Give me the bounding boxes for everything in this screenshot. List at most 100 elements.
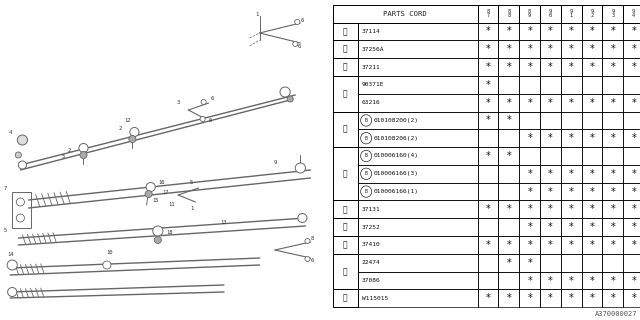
Text: 5: 5 bbox=[3, 228, 6, 233]
Bar bbox=[602, 112, 623, 129]
Bar bbox=[540, 129, 561, 147]
Bar bbox=[582, 272, 602, 289]
Text: *: * bbox=[486, 116, 490, 125]
Text: B: B bbox=[365, 136, 367, 141]
Text: ⑪: ⑪ bbox=[343, 294, 348, 303]
Text: *: * bbox=[589, 62, 595, 72]
Text: *: * bbox=[548, 169, 553, 179]
Bar bbox=[602, 23, 623, 40]
Bar bbox=[582, 165, 602, 183]
Text: *: * bbox=[506, 98, 511, 108]
Bar bbox=[333, 23, 358, 40]
Bar bbox=[561, 58, 582, 76]
Text: *: * bbox=[569, 169, 573, 179]
Text: *: * bbox=[611, 44, 615, 54]
Bar bbox=[499, 129, 519, 147]
Bar bbox=[12, 192, 31, 228]
Bar bbox=[499, 5, 519, 23]
Text: *: * bbox=[527, 27, 532, 36]
Text: ⑩: ⑩ bbox=[343, 267, 348, 276]
Text: 18: 18 bbox=[166, 230, 172, 236]
Text: *: * bbox=[611, 276, 615, 285]
Text: *: * bbox=[631, 62, 636, 72]
Text: 37252: 37252 bbox=[362, 225, 381, 230]
Text: *: * bbox=[548, 187, 553, 196]
Bar bbox=[358, 289, 477, 307]
Text: 9
3: 9 3 bbox=[611, 9, 614, 18]
Bar bbox=[358, 200, 477, 218]
Text: *: * bbox=[569, 240, 573, 250]
Circle shape bbox=[16, 198, 24, 206]
Bar bbox=[582, 76, 602, 94]
Bar bbox=[477, 147, 499, 165]
Bar bbox=[477, 272, 499, 289]
Text: 37086: 37086 bbox=[362, 278, 381, 283]
Bar bbox=[499, 272, 519, 289]
Text: *: * bbox=[569, 98, 573, 108]
Bar bbox=[561, 289, 582, 307]
Bar bbox=[602, 165, 623, 183]
Text: *: * bbox=[589, 293, 595, 303]
Text: *: * bbox=[569, 293, 573, 303]
Text: *: * bbox=[486, 98, 490, 108]
Text: *: * bbox=[611, 187, 615, 196]
Circle shape bbox=[146, 182, 156, 191]
Text: 17: 17 bbox=[163, 189, 169, 195]
Circle shape bbox=[295, 20, 300, 25]
Text: *: * bbox=[548, 240, 553, 250]
Text: *: * bbox=[631, 27, 636, 36]
Text: 15: 15 bbox=[153, 197, 159, 203]
Text: *: * bbox=[611, 240, 615, 250]
Circle shape bbox=[280, 87, 290, 97]
Bar bbox=[333, 147, 358, 200]
Text: 11: 11 bbox=[168, 203, 174, 207]
Circle shape bbox=[80, 151, 87, 158]
Text: W115015: W115015 bbox=[362, 296, 388, 301]
Text: *: * bbox=[589, 169, 595, 179]
Text: 8
8: 8 8 bbox=[508, 9, 511, 18]
Text: 37256A: 37256A bbox=[362, 47, 385, 52]
Text: 010006166(1): 010006166(1) bbox=[373, 189, 418, 194]
Bar bbox=[519, 289, 540, 307]
Bar bbox=[582, 40, 602, 58]
Bar bbox=[561, 183, 582, 200]
Bar bbox=[582, 289, 602, 307]
Text: 9
1: 9 1 bbox=[570, 9, 573, 18]
Text: *: * bbox=[486, 62, 490, 72]
Bar bbox=[519, 23, 540, 40]
Bar bbox=[477, 236, 499, 254]
Bar bbox=[499, 183, 519, 200]
Text: ③: ③ bbox=[343, 62, 348, 72]
Bar bbox=[561, 236, 582, 254]
Bar bbox=[477, 200, 499, 218]
Text: *: * bbox=[611, 169, 615, 179]
Bar bbox=[499, 289, 519, 307]
Circle shape bbox=[305, 238, 310, 244]
Bar bbox=[477, 129, 499, 147]
Text: B: B bbox=[365, 171, 367, 176]
Text: *: * bbox=[569, 204, 573, 214]
Bar bbox=[499, 94, 519, 112]
Text: 6: 6 bbox=[211, 97, 214, 101]
Bar bbox=[358, 218, 477, 236]
Bar bbox=[582, 129, 602, 147]
Text: *: * bbox=[631, 169, 636, 179]
Text: *: * bbox=[569, 222, 573, 232]
Text: 010006160(4): 010006160(4) bbox=[373, 154, 418, 158]
Text: *: * bbox=[589, 44, 595, 54]
Text: B: B bbox=[365, 154, 367, 158]
Bar bbox=[358, 40, 477, 58]
Bar bbox=[519, 40, 540, 58]
Bar bbox=[561, 40, 582, 58]
Text: *: * bbox=[631, 222, 636, 232]
Text: 6: 6 bbox=[209, 117, 212, 123]
Bar bbox=[477, 165, 499, 183]
Text: ⑥: ⑥ bbox=[343, 169, 348, 178]
Circle shape bbox=[287, 96, 293, 102]
Bar bbox=[477, 76, 499, 94]
Text: *: * bbox=[589, 276, 595, 285]
Text: *: * bbox=[631, 276, 636, 285]
Bar bbox=[358, 236, 477, 254]
Bar bbox=[561, 129, 582, 147]
Text: 6: 6 bbox=[300, 18, 303, 22]
